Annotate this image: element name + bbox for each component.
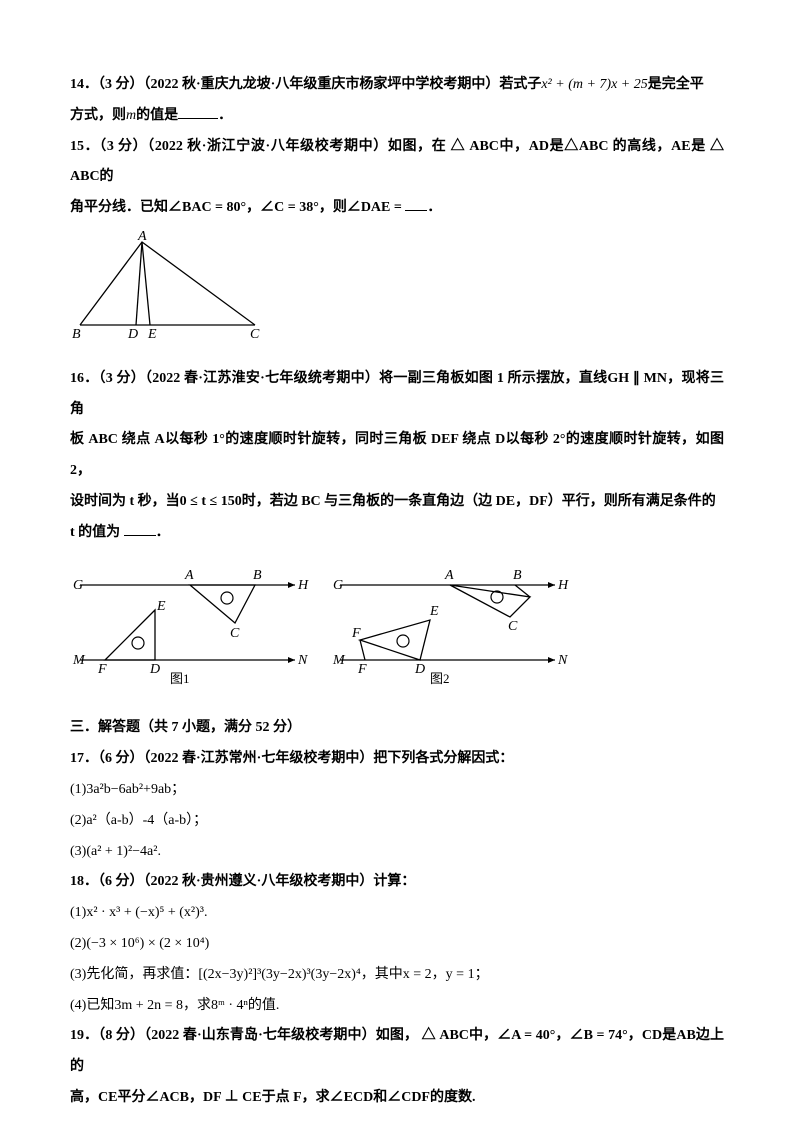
q14-l2b: 的值是 xyxy=(136,108,178,123)
q19-line2: 高，CE平分∠ACB，DF ⊥ CE于点 F，求∠ECD和∠CDF的度数. xyxy=(70,1083,724,1114)
svg-text:F: F xyxy=(357,662,367,677)
svg-text:G: G xyxy=(73,578,83,593)
q17-p3: (3)(a² + 1)²−4a². xyxy=(70,837,724,868)
svg-text:M: M xyxy=(72,653,86,668)
q18-p4: (4)已知3m + 2n = 8，求8ᵐ · 4ⁿ的值. xyxy=(70,991,724,1022)
svg-text:图1: 图1 xyxy=(170,671,190,686)
svg-text:A: A xyxy=(444,568,454,583)
q14-prefix: 14．（3 分）（2022 秋·重庆九龙坡·八年级重庆市杨家坪中学校考期中）若式… xyxy=(70,77,541,92)
q18-p3: (3)先化简，再求值：[(2x−3y)²]³(3y−2x)³(3y−2x)⁴，其… xyxy=(70,960,724,991)
svg-text:M: M xyxy=(332,653,346,668)
q15-line1: 15．（3 分）（2022 秋·浙江宁波·八年级校考期中）如图，在 △ ABC中… xyxy=(70,132,724,194)
svg-text:N: N xyxy=(297,653,308,668)
svg-text:F: F xyxy=(351,626,361,641)
q17-p1: (1)3a²b−6ab²+9ab； xyxy=(70,775,724,806)
q18-p2: (2)(−3 × 10⁶) × (2 × 10⁴) xyxy=(70,929,724,960)
q16-line4: t 的值为 ． xyxy=(70,518,724,549)
svg-text:E: E xyxy=(156,599,166,614)
svg-text:B: B xyxy=(513,568,522,583)
q17-p2: (2)a²（a-b）-4（a-b）； xyxy=(70,806,724,837)
page: 14．（3 分）（2022 秋·重庆九龙坡·八年级重庆市杨家坪中学校考期中）若式… xyxy=(0,0,794,1123)
q15-l2: 角平分线．已知∠BAC = 80°，∠C = 38°，则∠DAE = xyxy=(70,200,405,215)
q15-line2: 角平分线．已知∠BAC = 80°，∠C = 38°，则∠DAE = ． xyxy=(70,193,724,224)
svg-text:B: B xyxy=(72,327,81,342)
q15-blank xyxy=(405,198,427,211)
triangle-figure: A B D E C xyxy=(70,230,724,358)
q14-m: m xyxy=(126,108,136,123)
q15-period: ． xyxy=(427,200,441,215)
section3-title: 三．解答题（共 7 小题，满分 52 分） xyxy=(70,713,724,744)
svg-text:图2: 图2 xyxy=(430,671,450,686)
svg-text:H: H xyxy=(557,578,569,593)
q16-line1: 16．（3 分）（2022 春·江苏淮安·七年级统考期中）将一副三角板如图 1 … xyxy=(70,364,724,426)
q14-line1: 14．（3 分）（2022 秋·重庆九龙坡·八年级重庆市杨家坪中学校考期中）若式… xyxy=(70,70,724,101)
svg-text:D: D xyxy=(149,662,160,677)
q14-line2: 方式，则m的值是 ． xyxy=(70,101,724,132)
svg-text:B: B xyxy=(253,568,262,583)
q17-head: 17．（6 分）（2022 春·江苏常州·七年级校考期中）把下列各式分解因式： xyxy=(70,744,724,775)
q14-expr: x² + (m + 7)x + 25 xyxy=(541,77,647,92)
q18-head: 18．（6 分）（2022 秋·贵州遵义·八年级校考期中）计算： xyxy=(70,867,724,898)
svg-text:G: G xyxy=(333,578,343,593)
svg-text:D: D xyxy=(414,662,425,677)
svg-text:N: N xyxy=(557,653,568,668)
q16-line3: 设时间为 t 秒，当0 ≤ t ≤ 150时，若边 BC 与三角板的一条直角边（… xyxy=(70,487,724,518)
svg-text:C: C xyxy=(508,619,518,634)
q14-mid: 是完全平 xyxy=(648,77,704,92)
svg-text:F: F xyxy=(97,662,107,677)
svg-text:D: D xyxy=(127,327,138,342)
svg-text:C: C xyxy=(230,626,240,641)
q16-line2: 板 ABC 绕点 A以每秒 1°的速度顺时针旋转，同时三角板 DEF 绕点 D以… xyxy=(70,425,724,487)
q14-period: ． xyxy=(218,108,232,123)
q18-p1: (1)x² · x³ + (−x)⁵ + (x²)³. xyxy=(70,898,724,929)
svg-text:C: C xyxy=(250,327,260,342)
svg-text:E: E xyxy=(429,604,439,619)
q16-l4b: ． xyxy=(156,525,170,540)
svg-text:A: A xyxy=(184,568,194,583)
svg-text:A: A xyxy=(137,230,147,244)
q14-blank xyxy=(178,106,218,119)
q16-l4a: t 的值为 xyxy=(70,525,124,540)
q19-line1: 19．（8 分）（2022 春·山东青岛·七年级校考期中）如图， △ ABC中，… xyxy=(70,1021,724,1083)
two-panel-figure: G H M N A B C E F D 图1 xyxy=(70,555,724,708)
q16-blank xyxy=(124,523,156,536)
svg-text:H: H xyxy=(297,578,309,593)
svg-text:E: E xyxy=(147,327,157,342)
q14-l2a: 方式，则 xyxy=(70,108,126,123)
